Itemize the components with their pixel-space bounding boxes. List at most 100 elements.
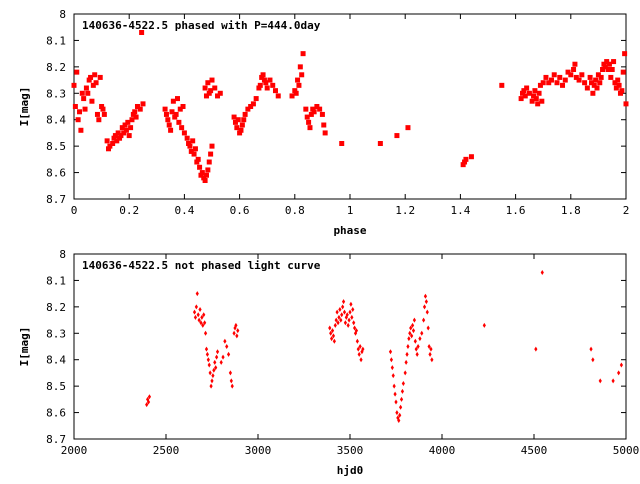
data-point — [90, 82, 96, 88]
data-point — [407, 336, 411, 342]
data-point — [551, 72, 557, 78]
data-point — [212, 85, 218, 91]
data-point — [111, 135, 117, 141]
data-point — [405, 125, 411, 131]
data-point — [565, 69, 571, 75]
data-point — [430, 357, 434, 363]
data-point — [289, 93, 295, 99]
data-point — [206, 159, 212, 165]
y-tick-label: 8.5 — [46, 380, 66, 393]
data-point — [263, 80, 269, 86]
data-point — [587, 74, 593, 80]
data-point — [197, 164, 203, 170]
data-point — [192, 309, 197, 315]
data-point — [203, 320, 207, 326]
data-point — [410, 333, 414, 339]
x-tick-label: 0.4 — [174, 204, 194, 217]
data-point — [272, 88, 278, 94]
data-point — [482, 322, 486, 328]
data-point — [119, 125, 125, 131]
data-point — [202, 85, 208, 91]
data-point — [347, 317, 351, 323]
data-point — [241, 117, 247, 123]
data-point — [130, 111, 136, 117]
data-point — [250, 101, 256, 107]
data-point — [208, 88, 214, 94]
data-point — [110, 141, 116, 146]
data-point — [571, 67, 577, 72]
data-point — [321, 122, 327, 128]
data-point — [537, 82, 543, 88]
data-point — [275, 93, 281, 99]
data-point — [426, 325, 430, 331]
data-point — [134, 104, 140, 109]
data-point — [199, 170, 205, 176]
data-point — [196, 312, 200, 318]
data-point — [423, 293, 428, 299]
data-point — [429, 346, 433, 352]
data-point — [239, 122, 245, 128]
data-point — [584, 85, 590, 91]
x-tick-label: 3500 — [337, 444, 364, 457]
data-point — [543, 74, 549, 80]
data-point — [377, 141, 383, 146]
data-point — [229, 378, 233, 384]
data-point — [620, 69, 626, 75]
data-point — [422, 317, 426, 323]
data-point — [353, 330, 358, 336]
data-point — [125, 119, 131, 125]
data-point — [195, 291, 199, 297]
data-point — [595, 72, 601, 78]
data-point — [396, 415, 400, 421]
data-point — [622, 51, 628, 57]
data-point — [162, 106, 168, 112]
y-axis-label: I[mag] — [18, 87, 31, 127]
x-tick-label: 1.2 — [395, 204, 415, 217]
data-point — [539, 98, 545, 104]
data-point — [557, 74, 563, 80]
data-point — [540, 270, 544, 275]
data-point — [81, 96, 87, 102]
data-point — [399, 404, 403, 410]
data-point — [307, 125, 313, 131]
data-point — [560, 82, 566, 88]
data-point — [422, 304, 427, 310]
data-point — [389, 357, 393, 363]
data-point — [115, 130, 121, 136]
data-point — [414, 346, 418, 352]
data-point — [332, 338, 336, 344]
data-point — [572, 61, 578, 67]
data-point — [568, 72, 574, 78]
data-point — [202, 312, 206, 318]
data-point — [303, 106, 309, 112]
data-point — [420, 330, 424, 336]
data-point — [330, 328, 335, 334]
x-tick-label: 5000 — [613, 444, 640, 457]
data-point — [319, 111, 325, 117]
data-point — [181, 130, 187, 136]
data-point — [410, 322, 415, 328]
data-point — [270, 82, 276, 88]
data-point — [199, 320, 203, 326]
data-point — [546, 80, 552, 86]
x-tick-label: 2500 — [153, 444, 180, 457]
data-point — [619, 362, 623, 368]
data-point — [194, 304, 198, 310]
data-point — [97, 74, 103, 80]
data-point — [521, 88, 527, 94]
data-point — [554, 80, 560, 86]
data-point — [361, 346, 365, 352]
data-point — [535, 101, 541, 107]
x-tick-label: 0 — [71, 204, 78, 217]
data-point — [74, 69, 80, 75]
data-point — [71, 82, 77, 88]
data-point — [230, 383, 234, 389]
data-point — [202, 178, 208, 183]
data-point — [299, 72, 305, 78]
data-point — [170, 98, 176, 104]
data-point — [112, 133, 118, 139]
data-point — [140, 101, 146, 107]
data-point — [540, 80, 546, 86]
data-point — [357, 351, 361, 357]
